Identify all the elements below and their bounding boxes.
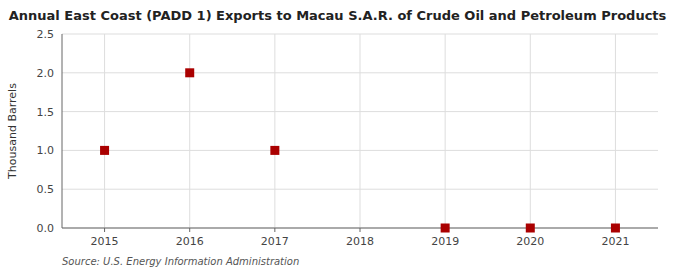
tick-label: 2017 bbox=[261, 235, 289, 248]
tick-label: 1.5 bbox=[37, 106, 55, 119]
y-axis-line bbox=[62, 34, 63, 228]
point bbox=[185, 68, 194, 77]
tick-label: 2.5 bbox=[37, 28, 55, 41]
tick-label: 2018 bbox=[346, 235, 374, 248]
y-axis-label: Thousand Barrels bbox=[6, 83, 19, 180]
point bbox=[526, 224, 535, 233]
tick-mark bbox=[274, 228, 275, 232]
grid-line bbox=[62, 228, 658, 229]
x-axis-line bbox=[62, 228, 658, 229]
grid-line bbox=[274, 34, 275, 228]
grid-line bbox=[104, 34, 105, 228]
grid bbox=[62, 34, 658, 228]
tick-label: 2019 bbox=[431, 235, 459, 248]
grid-line bbox=[615, 34, 616, 228]
grid-line bbox=[360, 34, 361, 228]
point bbox=[611, 224, 620, 233]
tick-mark bbox=[360, 228, 361, 232]
tick-label: 2020 bbox=[516, 235, 544, 248]
tick-label: 2016 bbox=[176, 235, 204, 248]
tick-label: 0.5 bbox=[37, 183, 55, 196]
tick-label: 2015 bbox=[91, 235, 119, 248]
grid-line bbox=[189, 34, 190, 228]
axes: 0.0 0.5 1.0 1.5 2.0 2.5 2015 2016 2017 2018 2019 20… bbox=[37, 28, 659, 248]
grid-line bbox=[445, 34, 446, 228]
point bbox=[100, 146, 109, 155]
tick-label: 2.0 bbox=[37, 67, 55, 80]
tick-mark bbox=[189, 228, 190, 232]
tick-mark bbox=[104, 228, 105, 232]
chart: 0.0 0.5 1.0 1.5 2.0 2.5 2015 2016 2017 2018 2019 20… bbox=[0, 0, 675, 275]
point bbox=[441, 224, 450, 233]
tick-label: 2021 bbox=[601, 235, 629, 248]
tick-label: 1.0 bbox=[37, 144, 55, 157]
annotation: Source: U.S. Energy Information Administ… bbox=[62, 256, 299, 267]
tick-label: 0.0 bbox=[37, 222, 55, 235]
points bbox=[100, 68, 620, 232]
title: Annual East Coast (PADD 1) Exports to Ma… bbox=[9, 8, 667, 23]
grid-line bbox=[530, 34, 531, 228]
point bbox=[270, 146, 279, 155]
